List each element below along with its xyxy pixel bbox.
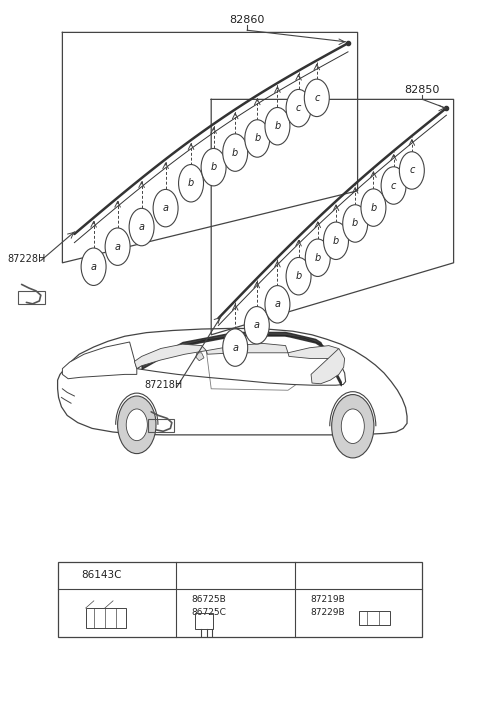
Text: b: b <box>274 121 281 131</box>
Circle shape <box>341 409 364 444</box>
Text: b: b <box>295 271 302 282</box>
Text: 82850: 82850 <box>405 85 440 95</box>
Text: b: b <box>370 202 377 212</box>
Text: a: a <box>139 222 144 232</box>
Text: b: b <box>232 148 239 158</box>
Text: 86725B
86725C: 86725B 86725C <box>192 595 227 616</box>
Bar <box>58 562 422 637</box>
Circle shape <box>153 189 178 227</box>
Text: c: c <box>305 570 311 580</box>
Polygon shape <box>206 343 288 354</box>
Text: c: c <box>314 93 320 103</box>
Text: b: b <box>254 133 261 143</box>
Circle shape <box>81 248 106 285</box>
Circle shape <box>183 565 196 585</box>
Text: a: a <box>68 570 74 580</box>
Polygon shape <box>62 342 137 379</box>
Circle shape <box>179 165 204 202</box>
Text: b: b <box>210 162 217 172</box>
Text: a: a <box>254 320 260 330</box>
Text: a: a <box>232 343 238 353</box>
Text: 87218H: 87218H <box>144 380 182 390</box>
Circle shape <box>223 329 248 366</box>
Circle shape <box>399 152 424 189</box>
Circle shape <box>118 396 156 454</box>
Text: 87228H: 87228H <box>7 254 46 264</box>
Circle shape <box>105 228 130 266</box>
Text: c: c <box>391 181 396 191</box>
Circle shape <box>286 258 311 295</box>
Text: a: a <box>115 242 120 252</box>
Circle shape <box>332 395 374 458</box>
Circle shape <box>245 120 270 157</box>
Circle shape <box>301 565 315 585</box>
Text: a: a <box>163 203 168 213</box>
Text: b: b <box>186 570 193 580</box>
Text: 87219B
87229B: 87219B 87229B <box>310 595 345 616</box>
Circle shape <box>265 286 290 323</box>
Text: b: b <box>188 179 194 188</box>
Circle shape <box>343 204 368 242</box>
Polygon shape <box>311 348 345 384</box>
Circle shape <box>361 189 386 226</box>
Text: c: c <box>409 166 415 176</box>
Circle shape <box>265 107 290 145</box>
Circle shape <box>129 208 154 246</box>
Circle shape <box>201 148 226 186</box>
Text: a: a <box>91 262 96 271</box>
Polygon shape <box>196 353 204 361</box>
Polygon shape <box>58 328 407 435</box>
Text: 82860: 82860 <box>229 15 265 25</box>
Text: b: b <box>333 235 339 246</box>
Text: a: a <box>275 300 280 310</box>
Text: b: b <box>314 253 321 263</box>
Circle shape <box>126 409 147 441</box>
Polygon shape <box>134 344 206 369</box>
Circle shape <box>324 222 348 259</box>
Circle shape <box>381 167 406 204</box>
Text: b: b <box>352 218 359 228</box>
Circle shape <box>64 565 78 585</box>
Text: 86143C: 86143C <box>82 570 122 580</box>
Circle shape <box>244 307 269 344</box>
Polygon shape <box>288 346 339 359</box>
Circle shape <box>286 89 311 127</box>
Circle shape <box>305 239 330 276</box>
Circle shape <box>304 79 329 117</box>
Text: c: c <box>296 103 301 113</box>
Polygon shape <box>137 335 346 385</box>
Circle shape <box>223 134 248 171</box>
